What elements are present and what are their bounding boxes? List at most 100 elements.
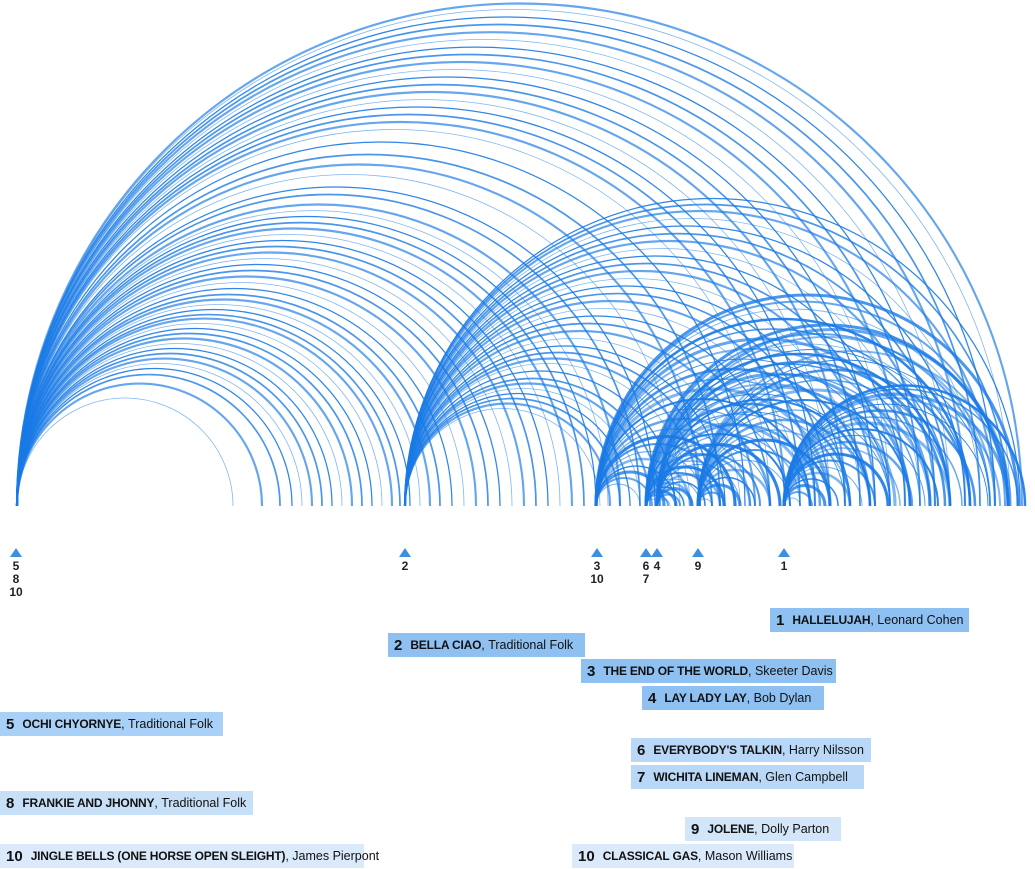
arc-link — [16, 53, 921, 507]
arc-link — [404, 203, 1009, 507]
arc-link — [594, 457, 692, 507]
arc-link — [655, 360, 947, 507]
timeline-marker: 1 — [772, 548, 796, 573]
arc-link — [594, 337, 932, 507]
legend-entry-hallelujah: 1 HALLELUJAH, Leonard Cohen — [770, 608, 969, 632]
marker-label: 5 — [12, 559, 20, 573]
legend-entry-wichita-lineman: 7 WICHITA LINEMAN, Glen Campbell — [631, 765, 864, 789]
legend-entry-everybodys-talkin: 6 EVERYBODY'S TALKIN, Harry Nilsson — [631, 738, 871, 762]
arc-link — [644, 372, 912, 507]
arc-link — [16, 332, 363, 507]
timeline-marker: 2 — [393, 548, 417, 573]
legend-title: EVERYBODY'S TALKIN — [653, 743, 782, 757]
marker-label: 9 — [694, 559, 702, 573]
marker-label: 3 — [593, 559, 601, 573]
legend-title: WICHITA LINEMAN — [653, 770, 759, 784]
legend-title: HALLELUJAH — [792, 613, 871, 627]
arc-link — [782, 440, 914, 507]
marker-triangle-icon — [640, 548, 652, 557]
legend-rank: 10 — [6, 847, 23, 865]
arc-link — [696, 368, 972, 507]
arc-link — [16, 76, 876, 507]
arc-link — [16, 263, 501, 507]
arc-link — [403, 239, 937, 507]
arc-link — [16, 373, 281, 507]
legend-entry-end-of-the-world: 3 THE END OF THE WORLD, Skeeter Davis — [581, 659, 836, 683]
arc-link — [594, 293, 1020, 507]
arc-link — [403, 299, 817, 507]
marker-triangle-icon — [692, 548, 704, 557]
legend-artist: Traditional Folk — [128, 717, 214, 731]
arc-link — [404, 285, 846, 507]
legend-entry-frankie-and-jhonny: 8 FRANKIE AND JHONNY, Traditional Folk — [0, 791, 253, 815]
timeline-marker: 6 7 — [634, 548, 658, 586]
marker-label: 6 — [642, 559, 650, 573]
arc-link — [16, 269, 489, 507]
marker-label: 4 — [653, 559, 661, 573]
arc-link — [16, 239, 549, 507]
arc-link — [16, 293, 441, 507]
arc-link — [644, 402, 852, 507]
legend-entry-lay-lady-lay: 4 LAY LADY LAY, Bob Dylan — [642, 686, 824, 710]
arc-link — [594, 317, 972, 507]
legend-rank: 6 — [637, 741, 646, 759]
arc-link — [16, 23, 981, 507]
arc-link — [16, 215, 597, 507]
legend-entry-jingle-bells: 10 JINGLE BELLS (ONE HORSE OPEN SLEIGHT)… — [0, 844, 379, 868]
marker-triangle-icon — [651, 548, 663, 557]
legend-rank: 1 — [776, 611, 785, 629]
arc-link — [782, 384, 1027, 507]
legend-artist: Harry Nilsson — [788, 743, 864, 757]
legend-title: JOLENE — [707, 822, 755, 836]
legend-title: THE END OF THE WORLD — [603, 664, 749, 678]
marker-triangle-icon — [10, 548, 22, 557]
arc-link — [697, 409, 891, 507]
marker-label: 10 — [9, 585, 23, 599]
legend-rank: 8 — [6, 794, 15, 812]
arc-link — [16, 327, 373, 507]
legend-rank: 2 — [394, 636, 403, 654]
legend-rank: 7 — [637, 768, 646, 786]
arc-link — [15, 163, 702, 507]
arc-link — [15, 31, 967, 507]
marker-triangle-icon — [399, 548, 411, 557]
arc-link — [696, 438, 832, 507]
arc-link — [15, 382, 264, 507]
arc-link — [16, 397, 234, 507]
timeline-marker: 5 8 10 — [4, 548, 28, 599]
arc-link — [645, 343, 971, 507]
legend-artist: Bob Dylan — [753, 691, 812, 705]
marker-triangle-icon — [591, 548, 603, 557]
timeline-marker: 3 10 — [585, 548, 609, 586]
legend-rank: 4 — [648, 689, 657, 707]
arc-link — [16, 83, 861, 507]
legend-artist: Glen Campbell — [765, 770, 848, 784]
arc-link — [16, 16, 996, 507]
timeline-marker: 4 — [645, 548, 669, 573]
arc-link — [696, 418, 872, 507]
arc-link — [16, 113, 801, 507]
marker-label: 8 — [12, 572, 20, 586]
legend-title: OCHI CHYORNYE — [22, 717, 122, 731]
marker-label: 10 — [590, 572, 604, 586]
arc-link — [644, 352, 952, 507]
legend-rank: 10 — [578, 847, 595, 865]
arc-link — [782, 409, 977, 507]
legend-artist: Leonard Cohen — [877, 613, 964, 627]
arc-link — [655, 423, 822, 507]
arc-link — [656, 373, 921, 507]
legend-artist: Skeeter Davis — [754, 664, 833, 678]
arc-link — [16, 347, 333, 507]
legend-entry-ochi-chyornye: 5 OCHI CHYORNYE, Traditional Folk — [0, 712, 223, 736]
arc-link — [16, 174, 681, 507]
arc-link — [16, 367, 293, 507]
legend-artist: James Pierpont — [292, 849, 380, 863]
marker-label: 2 — [401, 559, 409, 573]
legend-title: CLASSICAL GAS — [602, 849, 698, 863]
legend-entry-jolene: 9 JOLENE, Dolly Parton — [685, 817, 841, 841]
legend-rank: 5 — [6, 715, 15, 733]
arc-link — [404, 351, 713, 507]
marker-triangle-icon — [778, 548, 790, 557]
arc-link — [16, 313, 401, 507]
marker-label: 1 — [780, 559, 788, 573]
